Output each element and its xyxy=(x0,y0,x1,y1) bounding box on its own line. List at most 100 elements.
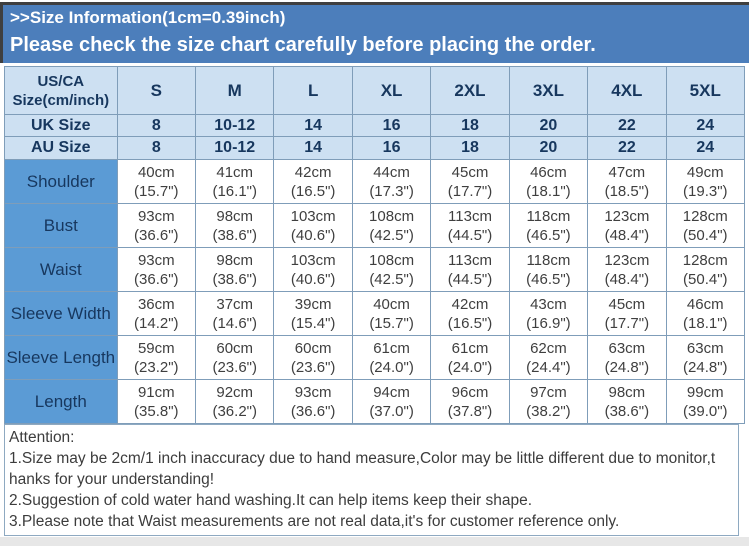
size-column-header: S xyxy=(116,66,197,115)
measurement-inch: (42.5") xyxy=(369,270,414,288)
size-value-cell: 10-12 xyxy=(195,114,275,137)
measurement-cell: 103cm (40.6") xyxy=(273,203,353,248)
measurement-cm: 93cm xyxy=(294,383,332,401)
uk-size-label: UK Size xyxy=(4,114,118,137)
measurement-inch: (38.6") xyxy=(604,402,650,420)
measurement-cell: 94cm (37.0") xyxy=(351,379,432,424)
measurement-inch: (16.9") xyxy=(526,314,571,332)
measurement-inch: (37.8") xyxy=(447,402,493,420)
size-column-header: 3XL xyxy=(508,66,589,115)
measurement-cm: 118cm xyxy=(526,207,571,225)
measurement-cm: 39cm xyxy=(294,295,332,313)
measurement-cm: 123cm xyxy=(604,251,650,269)
measurement-inch: (48.4") xyxy=(604,226,650,244)
measurement-inch: (15.7") xyxy=(134,182,179,200)
measurement-inch: (14.2") xyxy=(134,314,179,332)
measurement-inch: (37.0") xyxy=(369,402,414,420)
measurement-inch: (24.0") xyxy=(369,358,414,376)
size-value-cell: 18 xyxy=(430,114,510,137)
table-header-row: US/CA Size(cm/inch) S M L XL 2XL 3XL 4XL 5XL xyxy=(4,66,746,115)
measurement-cm: 113cm xyxy=(448,207,492,225)
measurement-cm: 60cm xyxy=(216,339,254,357)
measurement-cm: 96cm xyxy=(451,383,489,401)
measurement-cm: 108cm xyxy=(369,251,415,269)
measurement-cm: 103cm xyxy=(290,251,336,269)
measurement-cm: 60cm xyxy=(294,339,332,357)
measurement-inch: (24.8") xyxy=(683,358,728,376)
measurement-cell: 128cm (50.4") xyxy=(665,247,746,292)
measurement-cm: 128cm xyxy=(682,251,728,269)
measurement-inch: (15.4") xyxy=(290,314,336,332)
measurement-inch: (42.5") xyxy=(369,226,414,244)
size-value-cell: 18 xyxy=(430,136,510,160)
measurement-cm: 128cm xyxy=(682,207,728,225)
measurement-inch: (40.6") xyxy=(290,270,336,288)
measurement-cm: 42cm xyxy=(294,163,332,181)
measurement-cell: 93cm (36.6") xyxy=(116,203,197,248)
measurement-cell: 93cm (36.6") xyxy=(273,379,353,424)
measurement-cell: 98cm (38.6") xyxy=(195,247,275,292)
measurement-cm: 63cm xyxy=(608,339,646,357)
measurement-cm: 98cm xyxy=(216,251,254,269)
measurement-cm: 46cm xyxy=(686,295,724,313)
size-value-cell: 16 xyxy=(351,114,432,137)
measurement-cell: 113cm (44.5") xyxy=(430,247,510,292)
measurement-cell: 63cm (24.8") xyxy=(665,335,746,380)
attention-lines: 1.Size may be 2cm/1 inch inaccuracy due … xyxy=(9,448,738,532)
measurement-cell: 40cm (15.7") xyxy=(351,291,432,336)
attention-line: 2.Suggestion of cold water hand washing.… xyxy=(9,492,533,509)
size-value-cell: 10-12 xyxy=(195,136,275,160)
size-value-cell: 8 xyxy=(116,136,197,160)
measurement-inch: (17.7") xyxy=(447,182,493,200)
measurement-inch: (38.6") xyxy=(212,270,257,288)
size-chart-table: US/CA Size(cm/inch) S M L XL 2XL 3XL 4XL 5XL UK… xyxy=(4,66,746,424)
measurement-cell: 97cm (38.2") xyxy=(508,379,589,424)
measurement-cell: 42cm (16.5") xyxy=(430,291,510,336)
measurement-inch: (24.8") xyxy=(604,358,650,376)
measurement-inch: (23.2") xyxy=(134,358,179,376)
measurement-cm: 91cm xyxy=(137,383,175,401)
header-corner-cell: US/CA Size(cm/inch) xyxy=(4,66,118,115)
measurement-cm: 92cm xyxy=(216,383,254,401)
measurement-inch: (50.4") xyxy=(683,226,728,244)
measurement-inch: (18.1") xyxy=(526,182,571,200)
measurement-cm: 59cm xyxy=(137,339,175,357)
measurement-cm: 37cm xyxy=(216,295,254,313)
measurement-cell: 62cm (24.4") xyxy=(508,335,589,380)
measurement-cell: 49cm (19.3") xyxy=(665,159,746,204)
measurement-cell: 108cm (42.5") xyxy=(351,203,432,248)
measurement-cell: 39cm (15.4") xyxy=(273,291,353,336)
measurement-inch: (39.0") xyxy=(683,402,728,420)
measurement-label: Bust xyxy=(4,203,118,248)
attention-notes: Attention: 1.Size may be 2cm/1 inch inac… xyxy=(4,424,739,536)
measurement-cell: 40cm (15.7") xyxy=(116,159,197,204)
measurement-label: Shoulder xyxy=(4,159,118,204)
measurement-inch: (36.2") xyxy=(212,402,257,420)
measurement-cell: 46cm (18.1") xyxy=(508,159,589,204)
measurement-cm: 43cm xyxy=(530,295,567,313)
measurement-cell: 44cm (17.3") xyxy=(351,159,432,204)
measurement-cell: 91cm (35.8") xyxy=(116,379,197,424)
banner-title: >>Size Information(1cm=0.39inch) xyxy=(10,8,286,27)
measurement-cm: 61cm xyxy=(451,339,489,357)
measurement-cm: 40cm xyxy=(373,295,410,313)
measurement-cell: 93cm (36.6") xyxy=(116,247,197,292)
measurement-label: Sleeve Length xyxy=(4,335,118,380)
measurement-inch: (23.6") xyxy=(290,358,336,376)
measurement-cell: 47cm (18.5") xyxy=(587,159,667,204)
measurement-cm: 103cm xyxy=(290,207,336,225)
measurement-cell: 128cm (50.4") xyxy=(665,203,746,248)
measurement-cm: 62cm xyxy=(530,339,567,357)
size-value-cell: 14 xyxy=(273,114,353,137)
measurement-cell: 108cm (42.5") xyxy=(351,247,432,292)
measurement-cell: 43cm (16.9") xyxy=(508,291,589,336)
measurement-inch: (18.5") xyxy=(604,182,650,200)
measurement-row: Shoulder 40cm (15.7") 41cm (16.1") 42cm (16.5"… xyxy=(4,159,746,204)
size-value-cell: 22 xyxy=(587,136,667,160)
measurement-inch: (14.6") xyxy=(212,314,257,332)
measurement-inch: (50.4") xyxy=(683,270,728,288)
measurement-inch: (24.4") xyxy=(526,358,571,376)
measurement-cell: 98cm (38.6") xyxy=(587,379,667,424)
measurement-cell: 118cm (46.5") xyxy=(508,203,589,248)
